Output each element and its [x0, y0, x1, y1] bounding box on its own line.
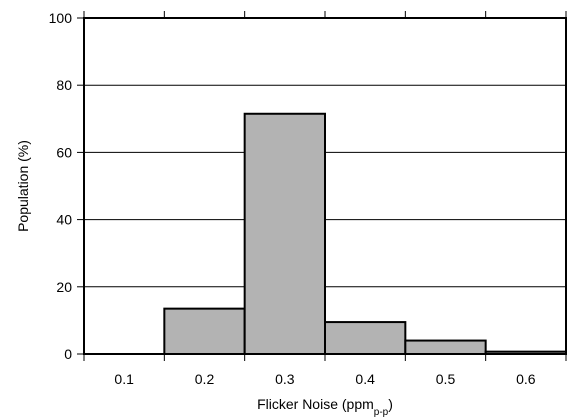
- x-tick-labels: 0.1 0.2 0.3 0.4 0.5 0.6: [114, 371, 535, 387]
- x-tick-label: 0.2: [195, 371, 215, 387]
- y-tick-label: 40: [56, 212, 72, 228]
- bar: [243, 112, 327, 356]
- bars: [163, 112, 567, 356]
- x-axis-title-subscript: p-p: [374, 407, 389, 417]
- x-axis-title: Flicker Noise (ppmp-p): [257, 396, 393, 417]
- x-tick-label: 0.4: [355, 371, 375, 387]
- x-tick-label: 0.3: [275, 371, 295, 387]
- x-tick-label: 0.5: [436, 371, 456, 387]
- y-tick-label: 80: [56, 77, 72, 93]
- x-tick-label: 0.6: [516, 371, 536, 387]
- y-tick-label: 0: [64, 346, 72, 362]
- y-tick-label: 100: [49, 10, 73, 26]
- y-tick-label: 60: [56, 144, 72, 160]
- bar: [324, 321, 407, 355]
- y-tick-labels: 0 20 40 60 80 100: [49, 10, 73, 362]
- axis-ticks: [77, 11, 567, 361]
- y-tick-label: 20: [56, 279, 72, 295]
- bar: [404, 339, 487, 355]
- x-tick-label: 0.1: [114, 371, 134, 387]
- bar: [163, 307, 246, 356]
- y-axis-title: Population (%): [15, 140, 31, 232]
